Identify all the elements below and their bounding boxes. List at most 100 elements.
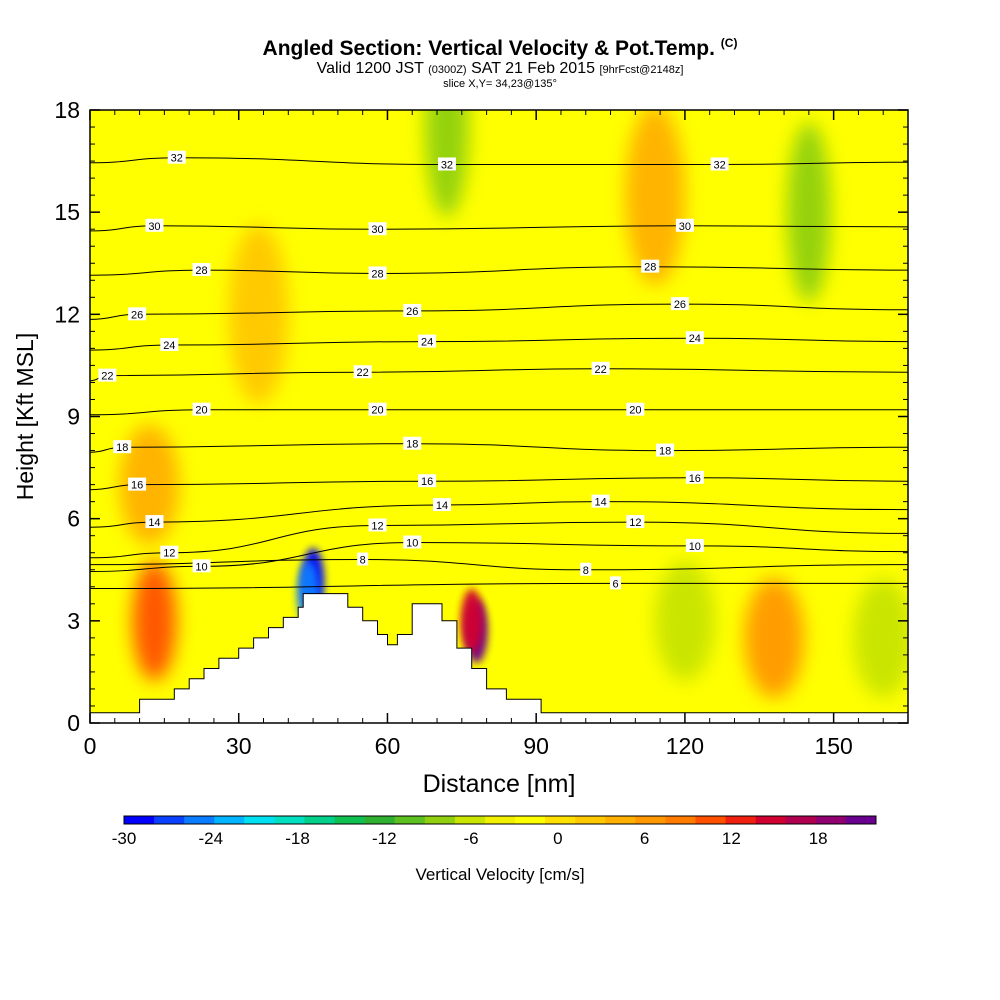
contour-label-16: 16 xyxy=(689,473,701,485)
contour-label-10: 10 xyxy=(195,561,207,573)
colorbar-swatch xyxy=(124,816,155,824)
contour-label-bg xyxy=(357,552,369,566)
contour-label-bg xyxy=(591,494,610,508)
x-tick-label: 60 xyxy=(375,733,401,759)
contour-label-bg xyxy=(675,218,694,232)
colorbar-swatch xyxy=(394,816,426,824)
contour-label-26: 26 xyxy=(406,306,418,318)
colorbar-swatch xyxy=(575,816,606,824)
colorbar-tick-label: -12 xyxy=(372,829,397,848)
contour-label-32: 32 xyxy=(713,159,725,171)
chart-title-text: Angled Section: Vertical Velocity & Pot.… xyxy=(262,37,715,60)
chart-title: Angled Section: Vertical Velocity & Pot.… xyxy=(0,36,1000,61)
axes: 0 30 60 90 120 150 0 3 6 9 12 15 18 Distance [nm] Heig… xyxy=(12,97,908,798)
colorbar-swatch xyxy=(244,816,275,824)
colorbar-swatch xyxy=(484,816,516,824)
contour-label-bg xyxy=(128,307,147,321)
contour-label-bg xyxy=(192,263,211,277)
contour-label-8: 8 xyxy=(360,555,366,567)
contour-label-bg xyxy=(403,436,422,450)
contour-label-28: 28 xyxy=(195,265,207,277)
velocity-feature-10 xyxy=(625,110,686,286)
colorbar-swatch xyxy=(815,816,847,824)
contour-label-bg xyxy=(98,368,117,382)
contour-label-30: 30 xyxy=(148,221,160,233)
contour-label-10: 10 xyxy=(406,538,418,550)
y-tick-label: 9 xyxy=(67,404,80,430)
vertical-velocity-field xyxy=(119,110,908,698)
contour-label-28: 28 xyxy=(371,268,383,280)
colorbar-swatch xyxy=(845,816,877,824)
chart-subtitle: Valid 1200 JST (0300Z) SAT 21 Feb 2015 [… xyxy=(0,60,1000,78)
velocity-feature-3 xyxy=(460,588,483,653)
x-tick-label: 90 xyxy=(523,733,549,759)
contour-label-28: 28 xyxy=(644,262,656,274)
contour-label-32: 32 xyxy=(171,153,183,165)
colorbar-tick-label: -18 xyxy=(285,829,310,848)
contour-label-bg xyxy=(192,402,211,416)
contour-label-bg xyxy=(610,576,622,590)
colorbar: -30 -24 -18 -12 -6 0 6 12 18 Vertical Velocity [c… xyxy=(112,815,877,884)
y-tick-label: 6 xyxy=(67,506,80,532)
contour-label-bg xyxy=(368,402,387,416)
contour-label-bg xyxy=(418,334,437,348)
y-tick-label: 18 xyxy=(54,97,80,123)
contour-label-bg xyxy=(580,562,592,576)
contour-label-10: 10 xyxy=(689,541,701,553)
colorbar-tick-label: 0 xyxy=(553,829,562,848)
contour-label-22: 22 xyxy=(357,367,369,379)
y-axis-label: Height [Kft MSL] xyxy=(12,333,38,500)
contour-label-12: 12 xyxy=(163,548,175,560)
contour-label-bg xyxy=(145,515,164,529)
contour-label-bg xyxy=(626,515,645,529)
slice-info: slice X,Y= 34,23@135° xyxy=(443,78,557,90)
contour-label-bg xyxy=(145,218,164,232)
contour-label-bg xyxy=(353,365,372,379)
velocity-feature-12 xyxy=(853,577,908,698)
contour-label-24: 24 xyxy=(163,340,175,352)
colorbar-swatch xyxy=(545,816,576,824)
colorbar-swatch xyxy=(515,816,546,824)
colorbar-swatch xyxy=(334,816,366,824)
colorbar-tick-label: -6 xyxy=(464,829,479,848)
contour-label-bg xyxy=(403,303,422,317)
colorbar-swatch xyxy=(755,816,787,824)
contour-label-bg xyxy=(685,470,704,484)
x-tick-label: 0 xyxy=(84,733,97,759)
valid-date: SAT 21 Feb 2015 xyxy=(471,60,595,77)
contour-label-bg xyxy=(626,402,645,416)
contour-label-20: 20 xyxy=(195,405,207,417)
contour-label-22: 22 xyxy=(101,371,113,383)
colorbar-swatch xyxy=(154,816,185,824)
contour-label-bg xyxy=(192,559,211,573)
contour-6 xyxy=(90,582,908,589)
contour-label-bg xyxy=(368,222,387,236)
valid-time: Valid 1200 JST xyxy=(316,60,424,77)
contour-label-bg xyxy=(128,477,147,491)
contour-label-14: 14 xyxy=(436,500,448,512)
contour-label-bg xyxy=(670,297,689,311)
y-tick-label: 15 xyxy=(54,199,80,225)
contour-label-bg xyxy=(368,266,387,280)
contour-label-bg xyxy=(167,150,186,164)
velocity-feature-7 xyxy=(786,122,831,303)
colorbar-swatch xyxy=(454,816,486,824)
x-tick-label: 150 xyxy=(814,733,852,759)
contour-10 xyxy=(90,541,908,572)
contour-label-18: 18 xyxy=(116,442,128,454)
colorbar-tick-label: 12 xyxy=(722,829,741,848)
contour-label-30: 30 xyxy=(679,221,691,233)
velocity-feature-6 xyxy=(228,224,289,405)
contour-label-bg xyxy=(685,331,704,345)
y-tick-label: 3 xyxy=(67,608,80,634)
contour-label-26: 26 xyxy=(674,299,686,311)
forecast-info: [9hrFcst@2148z] xyxy=(599,64,684,76)
colorbar-swatch xyxy=(665,816,697,824)
contour-label-bg xyxy=(368,518,387,532)
contour-label-24: 24 xyxy=(689,333,701,345)
contour-label-bg xyxy=(432,498,451,512)
colorbar-swatch xyxy=(364,816,396,824)
contour-label-12: 12 xyxy=(629,517,641,529)
contour-label-30: 30 xyxy=(371,224,383,236)
